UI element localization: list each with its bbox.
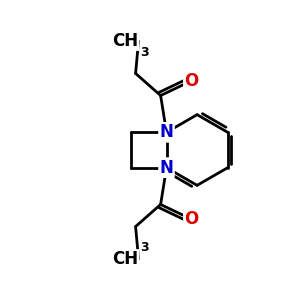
Text: O: O — [184, 210, 199, 228]
Text: O: O — [184, 72, 199, 90]
Text: N: N — [160, 123, 173, 141]
Text: CH: CH — [112, 32, 139, 50]
Text: 3: 3 — [140, 46, 148, 59]
Text: 3: 3 — [140, 241, 148, 254]
Text: N: N — [160, 159, 173, 177]
Text: CH: CH — [112, 250, 139, 268]
